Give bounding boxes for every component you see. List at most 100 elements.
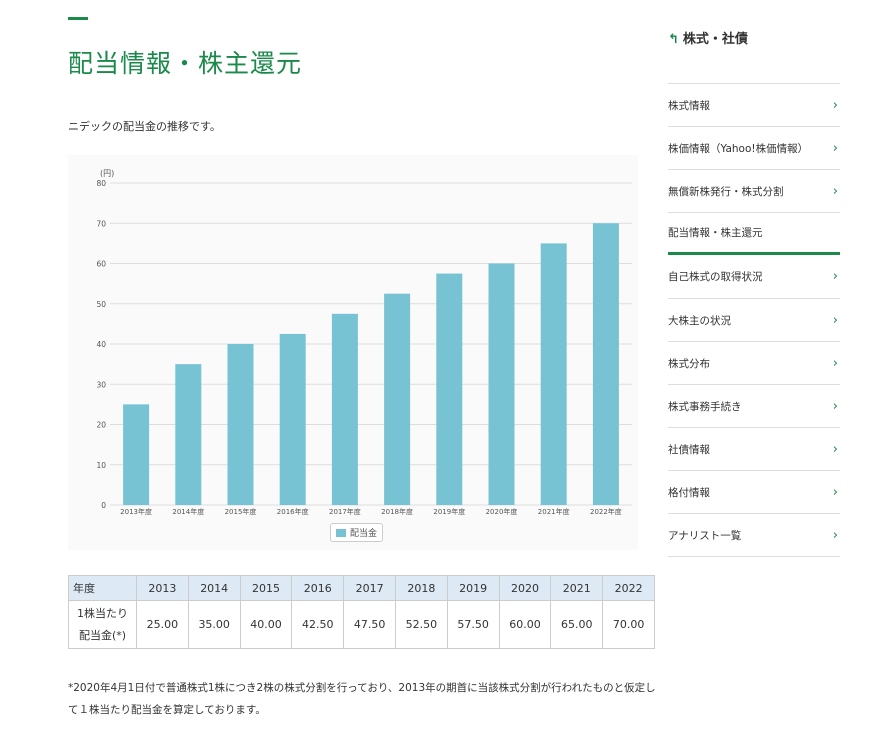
sidebar-divider <box>668 556 840 557</box>
bar <box>592 223 619 505</box>
back-arrow-icon: ↰ <box>668 32 679 47</box>
chevron-right-icon: › <box>832 484 838 500</box>
table-header-cell: 2020 <box>498 575 552 601</box>
dividend-chart: (円) 0 10 20 30 40 50 60 70 80 2013年度 2014年度 2015年度 20… <box>68 155 638 550</box>
sidebar-item[interactable]: 株式情報 › <box>668 83 840 126</box>
sidebar-item[interactable]: 自己株式の取得状況 › <box>668 255 840 298</box>
x-tick-label: 2020年度 <box>486 507 518 516</box>
sidebar-item-label: 大株主の状況 <box>668 314 731 327</box>
bar <box>279 333 306 505</box>
table-cell: 42.50 <box>291 600 345 649</box>
chevron-right-icon: › <box>832 140 838 156</box>
table-header-cell: 2014 <box>187 575 241 601</box>
table-header-cell: 年度 <box>68 575 137 601</box>
sidebar-item[interactable]: アナリスト一覧 › <box>668 513 840 556</box>
y-tick-label: 20 <box>96 421 106 430</box>
chevron-right-icon: › <box>832 398 838 414</box>
table-cell: 70.00 <box>602 600 655 649</box>
bar <box>488 263 515 505</box>
x-tick-label: 2022年度 <box>590 507 622 516</box>
sidebar-item-label: 格付情報 <box>668 486 710 499</box>
table-header-cell: 2019 <box>446 575 500 601</box>
table-cell: 57.50 <box>446 600 500 649</box>
sidebar-item[interactable]: 格付情報 › <box>668 470 840 513</box>
table-row: 1株当たり配当金(*) 25.00 35.00 40.00 42.50 47.50 52.… <box>68 600 655 649</box>
sidebar-item[interactable]: 株式事務手続き › <box>668 384 840 427</box>
sidebar-item[interactable]: 社債情報 › <box>668 427 840 470</box>
sidebar-item-label: 配当情報・株主還元 <box>668 227 763 239</box>
title-accent-bar <box>68 17 88 20</box>
sidebar-nav: 株式情報 › 株価情報（Yahoo!株価情報） › 無償新株発行・株式分割 › 配当情報・株… <box>668 83 840 557</box>
y-tick-label: 10 <box>96 461 106 470</box>
back-label: 株式・社債 <box>682 32 748 47</box>
sidebar-item[interactable]: 大株主の状況 › <box>668 298 840 341</box>
page-title: 配当情報・株主還元 <box>68 49 303 78</box>
table-header-cell: 2017 <box>343 575 396 601</box>
chart-legend[interactable]: 配当金 <box>330 523 384 542</box>
bar <box>436 273 463 505</box>
table-cell: 35.00 <box>187 600 241 649</box>
y-tick-label: 80 <box>96 179 106 188</box>
x-tick-label: 2015年度 <box>225 507 257 516</box>
x-tick-label: 2018年度 <box>381 507 413 516</box>
chevron-right-icon: › <box>832 269 838 284</box>
chevron-right-icon: › <box>832 527 838 543</box>
sidebar-item[interactable]: 配当情報・株主還元 <box>668 212 840 255</box>
sidebar-item-label: 社債情報 <box>668 443 710 456</box>
legend-label: 配当金 <box>350 529 378 539</box>
bar <box>331 313 358 505</box>
x-tick-label: 2013年度 <box>120 507 152 516</box>
table-cell: 40.00 <box>239 600 293 649</box>
sidebar-back-link[interactable]: ↰ 株式・社債 <box>668 28 748 47</box>
sidebar-item-label: 自己株式の取得状況 <box>668 271 763 283</box>
sidebar-item-label: アナリスト一覧 <box>668 529 742 542</box>
chevron-right-icon: › <box>832 441 838 457</box>
table-header-cell: 2021 <box>550 575 604 601</box>
chevron-right-icon: › <box>832 183 838 199</box>
table-cell: 25.00 <box>136 600 189 649</box>
sidebar-item-label: 株式分布 <box>668 357 710 370</box>
x-tick-label: 2019年度 <box>433 507 465 516</box>
row-label-line1: 1株当たり <box>77 606 128 620</box>
sidebar-item-label: 株式情報 <box>668 99 710 112</box>
sidebar-item-label: 株価情報（Yahoo!株価情報） <box>668 142 809 155</box>
chart-svg: (円) 0 10 20 30 40 50 60 70 80 2013年度 2014年度 2015年度 20… <box>96 169 632 516</box>
footnote: *2020年4月1日付で普通株式1株につき2株の株式分割を行っており、2013年… <box>68 682 656 716</box>
table-header-cell: 2016 <box>291 575 345 601</box>
y-axis-unit: (円) <box>100 169 114 178</box>
table-cell: 65.00 <box>550 600 604 649</box>
chevron-right-icon: › <box>832 312 838 328</box>
x-tick-label: 2014年度 <box>172 507 204 516</box>
bar <box>175 364 202 505</box>
table-header-cell: 2018 <box>394 575 448 601</box>
bar <box>384 293 411 505</box>
table-header-row: 年度 2013 2014 2015 2016 2017 2018 2019 2020 2021 20… <box>68 575 655 601</box>
row-label-line2: 配当金(*) <box>78 628 127 642</box>
sidebar-item[interactable]: 株価情報（Yahoo!株価情報） › <box>668 126 840 169</box>
y-tick-label: 50 <box>96 300 106 309</box>
legend-swatch <box>336 528 346 537</box>
x-tick-label: 2016年度 <box>277 507 309 516</box>
table-header-cell: 2013 <box>136 575 189 601</box>
y-tick-label: 70 <box>96 219 106 228</box>
x-tick-label: 2017年度 <box>329 507 361 516</box>
chevron-right-icon: › <box>832 355 838 371</box>
table-header-cell: 2022 <box>602 575 655 601</box>
intro-text: ニデックの配当金の推移です。 <box>68 120 221 133</box>
bar <box>227 344 254 505</box>
bar <box>123 404 150 505</box>
table-cell: 60.00 <box>498 600 552 649</box>
sidebar-item[interactable]: 株式分布 › <box>668 341 840 384</box>
chevron-right-icon: › <box>832 97 838 113</box>
dividend-table: 年度 2013 2014 2015 2016 2017 2018 2019 2020 2021 20… <box>68 575 655 649</box>
y-tick-label: 0 <box>101 501 106 510</box>
sidebar-item[interactable]: 無償新株発行・株式分割 › <box>668 169 840 212</box>
x-tick-label: 2021年度 <box>538 507 570 516</box>
y-tick-label: 40 <box>96 340 106 349</box>
sidebar-item-label: 無償新株発行・株式分割 <box>668 185 784 198</box>
table-header-cell: 2015 <box>239 575 293 601</box>
bar <box>540 243 567 505</box>
table-cell: 52.50 <box>394 600 448 649</box>
sidebar-item-label: 株式事務手続き <box>668 400 742 413</box>
table-cell: 47.50 <box>343 600 396 649</box>
